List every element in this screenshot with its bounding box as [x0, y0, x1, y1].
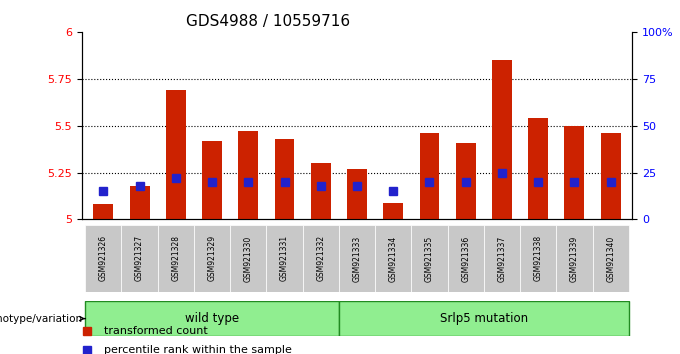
Bar [275, 139, 294, 219]
Bar [600, 133, 621, 219]
Text: GSM921334: GSM921334 [389, 235, 398, 281]
Text: Srlp5 mutation: Srlp5 mutation [440, 312, 528, 325]
Text: GSM921331: GSM921331 [280, 235, 289, 281]
Bar [85, 301, 339, 336]
Bar [158, 225, 194, 292]
Bar [267, 225, 303, 292]
Bar [230, 225, 267, 292]
Text: GSM921340: GSM921340 [606, 235, 615, 281]
Bar [484, 225, 520, 292]
Bar [528, 118, 548, 219]
Bar [122, 225, 158, 292]
Bar [411, 225, 447, 292]
Bar [166, 90, 186, 219]
Text: GSM921328: GSM921328 [171, 235, 180, 281]
Bar [492, 60, 512, 219]
Text: GSM921337: GSM921337 [498, 235, 507, 281]
Text: GSM921333: GSM921333 [352, 235, 362, 281]
Bar [202, 141, 222, 219]
Bar [238, 131, 258, 219]
Bar [85, 225, 122, 292]
Text: GSM921336: GSM921336 [461, 235, 470, 281]
Bar [520, 225, 556, 292]
Text: genotype/variation: genotype/variation [0, 314, 85, 324]
Bar [556, 225, 592, 292]
Text: GSM921339: GSM921339 [570, 235, 579, 281]
Bar [347, 169, 367, 219]
Text: transformed count: transformed count [103, 326, 207, 336]
Bar [93, 205, 114, 219]
Bar [456, 143, 476, 219]
Bar [447, 225, 484, 292]
Bar [339, 301, 629, 336]
Bar [311, 163, 330, 219]
Text: GSM921335: GSM921335 [425, 235, 434, 281]
Text: GSM921327: GSM921327 [135, 235, 144, 281]
Bar [130, 186, 150, 219]
Bar [384, 202, 403, 219]
Text: GSM921332: GSM921332 [316, 235, 325, 281]
Bar [420, 133, 439, 219]
Bar [303, 225, 339, 292]
Bar [339, 225, 375, 292]
Text: percentile rank within the sample: percentile rank within the sample [103, 346, 292, 354]
Bar [194, 225, 230, 292]
Text: GDS4988 / 10559716: GDS4988 / 10559716 [186, 14, 350, 29]
Text: GSM921326: GSM921326 [99, 235, 108, 281]
Bar [564, 126, 584, 219]
Bar [592, 225, 629, 292]
Text: GSM921330: GSM921330 [244, 235, 253, 281]
Text: wild type: wild type [185, 312, 239, 325]
Bar [375, 225, 411, 292]
Text: GSM921329: GSM921329 [207, 235, 216, 281]
Text: GSM921338: GSM921338 [534, 235, 543, 281]
